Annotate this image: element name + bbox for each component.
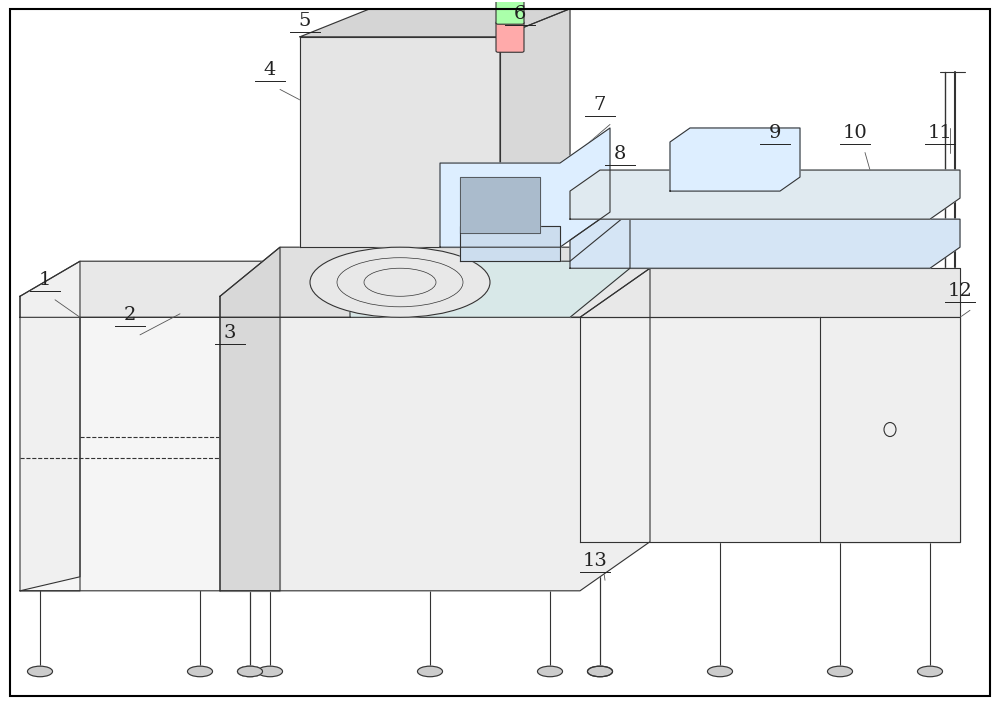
Polygon shape	[460, 226, 560, 262]
Ellipse shape	[258, 666, 283, 677]
Polygon shape	[500, 8, 570, 247]
Ellipse shape	[538, 666, 562, 677]
Polygon shape	[570, 269, 960, 317]
Ellipse shape	[238, 666, 262, 677]
Polygon shape	[20, 262, 280, 317]
Polygon shape	[440, 128, 610, 247]
Text: 9: 9	[769, 124, 781, 142]
Ellipse shape	[588, 666, 612, 677]
FancyBboxPatch shape	[496, 21, 524, 52]
Text: 11: 11	[928, 124, 952, 142]
Ellipse shape	[918, 666, 942, 677]
Ellipse shape	[499, 18, 521, 27]
Text: 5: 5	[299, 12, 311, 30]
Polygon shape	[350, 212, 630, 317]
Ellipse shape	[588, 666, 612, 677]
Ellipse shape	[310, 247, 490, 317]
Ellipse shape	[418, 666, 442, 677]
Text: 6: 6	[514, 5, 526, 22]
Ellipse shape	[188, 666, 212, 677]
Ellipse shape	[28, 666, 52, 677]
Polygon shape	[300, 8, 570, 37]
Polygon shape	[300, 37, 500, 247]
Text: 4: 4	[264, 61, 276, 79]
Polygon shape	[20, 283, 280, 591]
Polygon shape	[220, 247, 650, 317]
Bar	[460, 177, 540, 233]
Text: 12: 12	[948, 282, 972, 299]
Polygon shape	[570, 219, 960, 269]
Text: 8: 8	[614, 145, 626, 163]
Ellipse shape	[708, 666, 732, 677]
Polygon shape	[220, 269, 650, 591]
Polygon shape	[670, 128, 800, 191]
Text: 13: 13	[583, 552, 607, 569]
Polygon shape	[570, 170, 960, 219]
Polygon shape	[820, 317, 960, 542]
Text: 7: 7	[594, 96, 606, 114]
Text: 1: 1	[39, 271, 51, 289]
Ellipse shape	[499, 8, 521, 16]
Text: 2: 2	[124, 307, 136, 324]
Polygon shape	[220, 247, 280, 591]
FancyBboxPatch shape	[496, 0, 524, 24]
Text: 3: 3	[224, 324, 236, 342]
Ellipse shape	[828, 666, 852, 677]
Polygon shape	[580, 317, 960, 542]
Text: 10: 10	[843, 124, 867, 142]
Polygon shape	[20, 262, 80, 591]
Ellipse shape	[238, 666, 262, 677]
